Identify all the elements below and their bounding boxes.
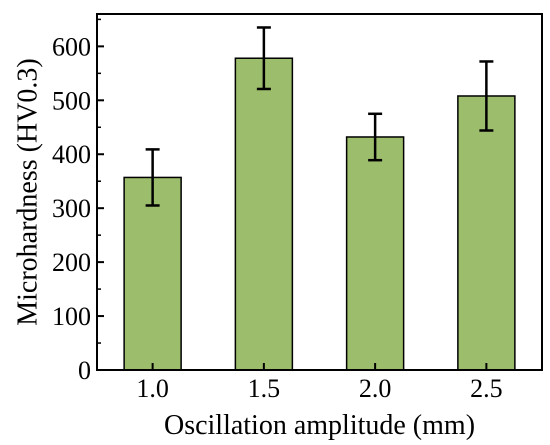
error-bar-1.0 <box>145 148 160 207</box>
y-tick-label: 300 <box>52 194 91 223</box>
plot-frame <box>96 13 543 371</box>
bar-2.0 <box>345 136 405 371</box>
bars-group <box>123 57 516 371</box>
y-tick-label: 600 <box>52 32 91 61</box>
y-tick-label: 0 <box>78 356 91 385</box>
bar-1.5 <box>234 57 294 371</box>
x-axis-title: Oscillation amplitude (mm) <box>164 410 475 441</box>
x-tick-label: 1.0 <box>136 374 169 403</box>
x-tick-label: 1.5 <box>248 374 281 403</box>
y-axis-title: Microhardness (HV0.3) <box>12 58 43 326</box>
y-tick-label: 500 <box>52 86 91 115</box>
x-ticks-group: 1.0 1.5 2.0 2.5 <box>136 363 503 403</box>
y-tick-label: 200 <box>52 248 91 277</box>
bar-1.0 <box>123 176 182 371</box>
x-tick-label: 2.0 <box>359 374 392 403</box>
error-bars-group <box>145 26 494 207</box>
x-tick-label: 2.5 <box>470 374 503 403</box>
y-tick-label: 400 <box>52 140 91 169</box>
error-bar-2.0 <box>368 112 383 162</box>
error-bar-1.5 <box>256 26 271 91</box>
y-tick-label: 100 <box>52 302 91 331</box>
error-bar-2.5 <box>479 60 494 132</box>
bar-2.5 <box>457 95 516 371</box>
y-ticks-group: 0 100 200 300 400 500 600 <box>52 18 104 385</box>
